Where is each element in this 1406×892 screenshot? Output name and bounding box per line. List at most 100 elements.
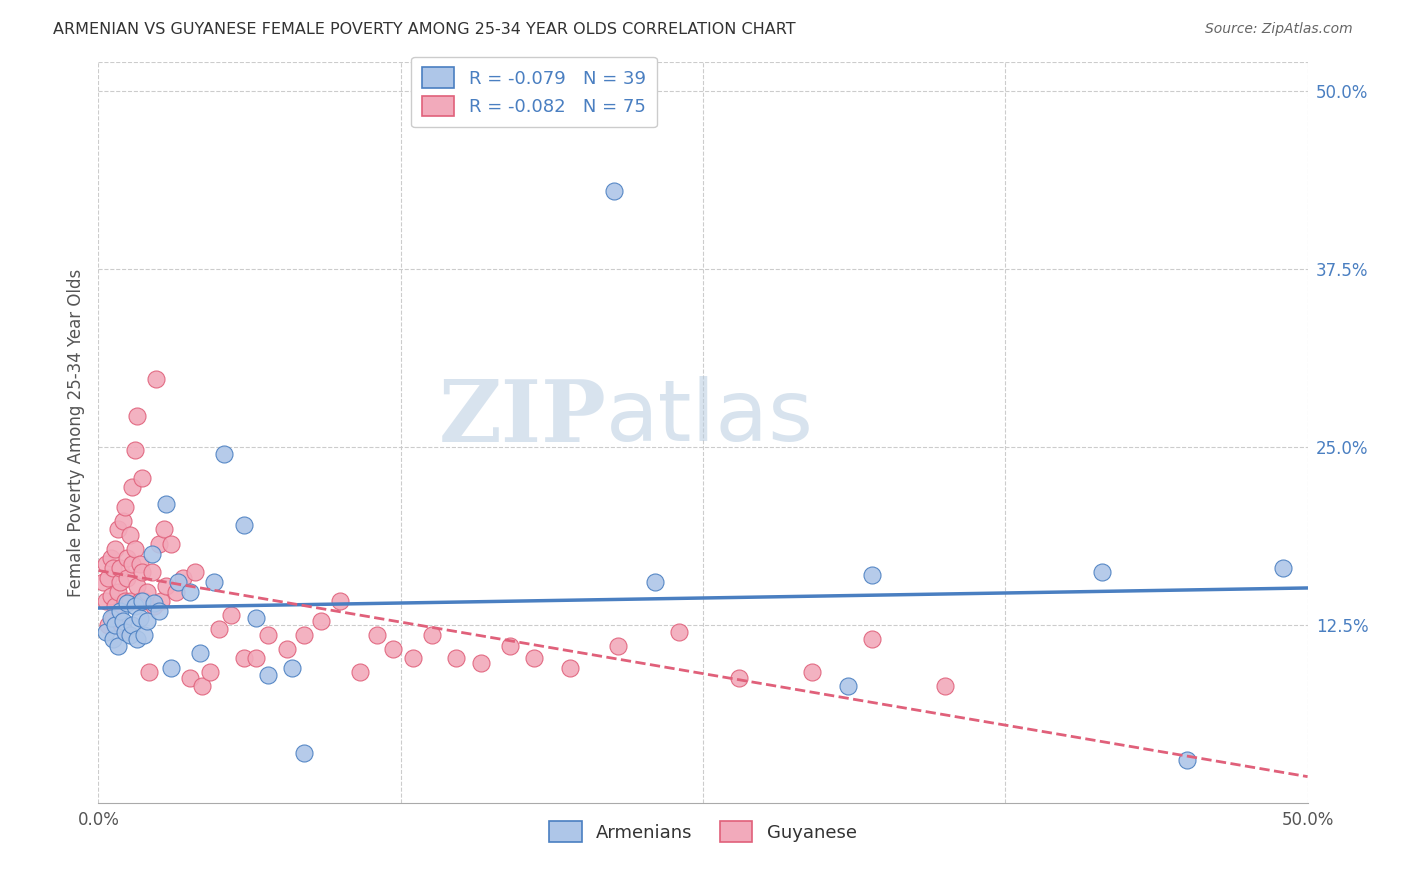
- Point: [128, 557, 150, 571]
- Point: [602, 184, 624, 198]
- Point: [145, 371, 167, 385]
- Point: [128, 593, 150, 607]
- Point: [837, 679, 859, 693]
- Point: [155, 497, 177, 511]
- Point: [309, 614, 332, 628]
- Point: [104, 617, 127, 632]
- Point: [148, 536, 170, 550]
- Point: [934, 679, 956, 693]
- Point: [121, 557, 143, 571]
- Point: [108, 604, 131, 618]
- Point: [118, 628, 141, 642]
- Point: [104, 542, 127, 557]
- Point: [256, 628, 278, 642]
- Point: [117, 571, 139, 585]
- Point: [184, 565, 207, 579]
- Point: [160, 660, 183, 674]
- Point: [860, 568, 883, 582]
- Point: [523, 650, 546, 665]
- Point: [191, 679, 214, 693]
- Y-axis label: Female Poverty Among 25-34 Year Olds: Female Poverty Among 25-34 Year Olds: [66, 268, 84, 597]
- Point: [114, 500, 136, 514]
- Point: [134, 593, 156, 607]
- Point: [148, 604, 170, 618]
- Point: [292, 746, 315, 760]
- Point: [127, 409, 149, 423]
- Point: [101, 561, 124, 575]
- Text: atlas: atlas: [606, 376, 814, 459]
- Point: [382, 642, 405, 657]
- Point: [143, 597, 166, 611]
- Point: [179, 671, 201, 685]
- Point: [97, 571, 120, 585]
- Point: [728, 671, 751, 685]
- Point: [141, 565, 163, 579]
- Point: [498, 639, 520, 653]
- Point: [135, 585, 157, 599]
- Point: [179, 585, 201, 599]
- Point: [131, 593, 153, 607]
- Point: [366, 628, 388, 642]
- Point: [188, 646, 211, 660]
- Point: [107, 639, 129, 653]
- Point: [127, 632, 149, 646]
- Point: [155, 579, 177, 593]
- Point: [402, 650, 425, 665]
- Point: [152, 523, 174, 537]
- Point: [118, 528, 141, 542]
- Point: [245, 650, 267, 665]
- Point: [165, 585, 187, 599]
- Point: [118, 593, 141, 607]
- Point: [100, 610, 122, 624]
- Point: [143, 599, 166, 614]
- Point: [135, 614, 157, 628]
- Point: [245, 610, 267, 624]
- Point: [292, 628, 315, 642]
- Point: [668, 624, 690, 639]
- Point: [100, 590, 122, 604]
- Point: [127, 579, 149, 593]
- Point: [117, 597, 139, 611]
- Point: [111, 622, 134, 636]
- Point: [111, 514, 134, 528]
- Point: [141, 547, 163, 561]
- Point: [607, 639, 630, 653]
- Point: [800, 665, 823, 679]
- Point: [160, 536, 183, 550]
- Point: [114, 593, 136, 607]
- Point: [94, 557, 117, 571]
- Point: [208, 622, 231, 636]
- Point: [108, 575, 131, 590]
- Point: [121, 480, 143, 494]
- Point: [117, 550, 139, 565]
- Point: [167, 575, 190, 590]
- Point: [420, 628, 443, 642]
- Point: [121, 617, 143, 632]
- Point: [150, 593, 173, 607]
- Point: [1091, 565, 1114, 579]
- Point: [558, 660, 581, 674]
- Point: [131, 471, 153, 485]
- Point: [256, 667, 278, 681]
- Point: [94, 593, 117, 607]
- Point: [128, 610, 150, 624]
- Point: [198, 665, 221, 679]
- Point: [138, 665, 160, 679]
- Point: [124, 599, 146, 614]
- Text: ARMENIAN VS GUYANESE FEMALE POVERTY AMONG 25-34 YEAR OLDS CORRELATION CHART: ARMENIAN VS GUYANESE FEMALE POVERTY AMON…: [53, 22, 796, 37]
- Text: ZIP: ZIP: [439, 376, 606, 459]
- Point: [446, 650, 468, 665]
- Point: [101, 632, 124, 646]
- Point: [124, 542, 146, 557]
- Point: [101, 610, 124, 624]
- Point: [1175, 753, 1198, 767]
- Point: [276, 642, 298, 657]
- Text: Source: ZipAtlas.com: Source: ZipAtlas.com: [1205, 22, 1353, 37]
- Point: [124, 442, 146, 457]
- Point: [111, 614, 134, 628]
- Point: [232, 650, 254, 665]
- Point: [470, 657, 492, 671]
- Point: [108, 561, 131, 575]
- Point: [114, 624, 136, 639]
- Point: [232, 518, 254, 533]
